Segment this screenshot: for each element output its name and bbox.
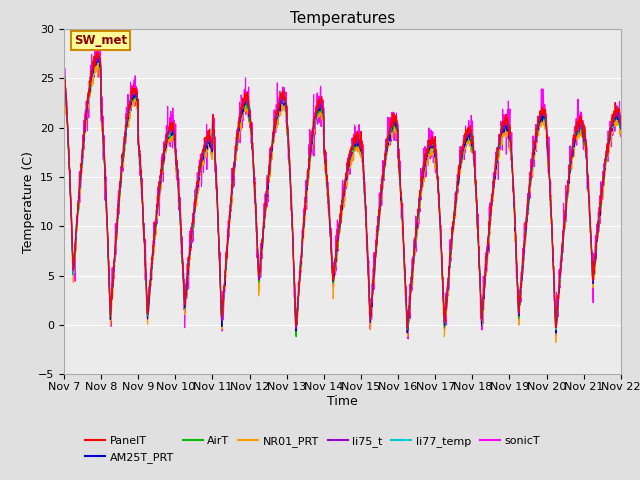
Legend: PanelT, AM25T_PRT, AirT, NR01_PRT, li75_t, li77_temp, sonicT: PanelT, AM25T_PRT, AirT, NR01_PRT, li75_…	[81, 432, 545, 467]
Text: SW_met: SW_met	[74, 35, 127, 48]
Title: Temperatures: Temperatures	[290, 11, 395, 26]
X-axis label: Time: Time	[327, 395, 358, 408]
Y-axis label: Temperature (C): Temperature (C)	[22, 151, 35, 252]
